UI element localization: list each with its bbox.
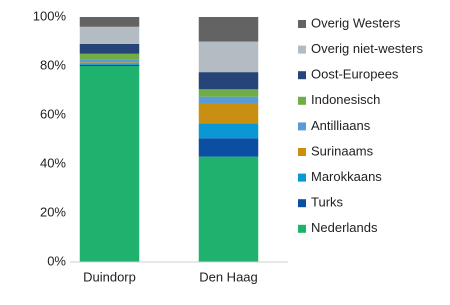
bar-segment (79, 17, 140, 27)
legend-label: Oost-Europees (311, 67, 399, 82)
bar-segment (79, 26, 140, 44)
legend-swatch (298, 20, 306, 28)
y-tick-label: 80% (40, 57, 66, 72)
legend-swatch (298, 71, 306, 80)
legend-swatch (298, 45, 306, 54)
y-tick-label: 20% (40, 204, 66, 219)
legend-swatch (298, 96, 306, 105)
legend-label: Antilliaans (311, 118, 371, 133)
legend-swatch (298, 173, 306, 182)
bar-segment (79, 43, 140, 54)
legend-label: Indonesisch (311, 92, 380, 107)
x-tick-label: Den Haag (199, 269, 258, 284)
legend-label: Nederlands (311, 220, 378, 235)
bar-segment (198, 138, 259, 157)
legend-swatch (298, 122, 306, 131)
legend-label: Marokkaans (311, 169, 382, 184)
bar-segment (198, 17, 259, 42)
legend-label: Overig Westers (311, 15, 401, 30)
legend-label: Overig niet-westers (311, 41, 423, 56)
bar-segment (79, 62, 140, 64)
bar-segment (79, 66, 140, 262)
bar-segment (79, 59, 140, 63)
legend-swatch (298, 148, 306, 156)
y-tick-label: 60% (40, 106, 66, 121)
legend-label: Turks (311, 195, 344, 210)
legend-label: Surinaams (311, 143, 374, 158)
bar-segment (198, 89, 259, 97)
bar-segment (198, 103, 259, 124)
bar-segment (79, 63, 140, 65)
bar-segment (198, 72, 259, 90)
bar-segment (79, 64, 140, 66)
x-tick-label: Duindorp (83, 269, 136, 284)
legend-swatch (298, 199, 306, 208)
y-tick-label: 100% (33, 8, 67, 23)
bar-segment (79, 53, 140, 60)
bar-segment (198, 41, 259, 73)
y-tick-label: 0% (47, 253, 66, 268)
bar-segment (198, 96, 259, 104)
bar-segment (198, 123, 259, 139)
bar-segment (198, 156, 259, 262)
y-tick-label: 40% (40, 155, 66, 170)
legend-swatch (298, 224, 306, 233)
